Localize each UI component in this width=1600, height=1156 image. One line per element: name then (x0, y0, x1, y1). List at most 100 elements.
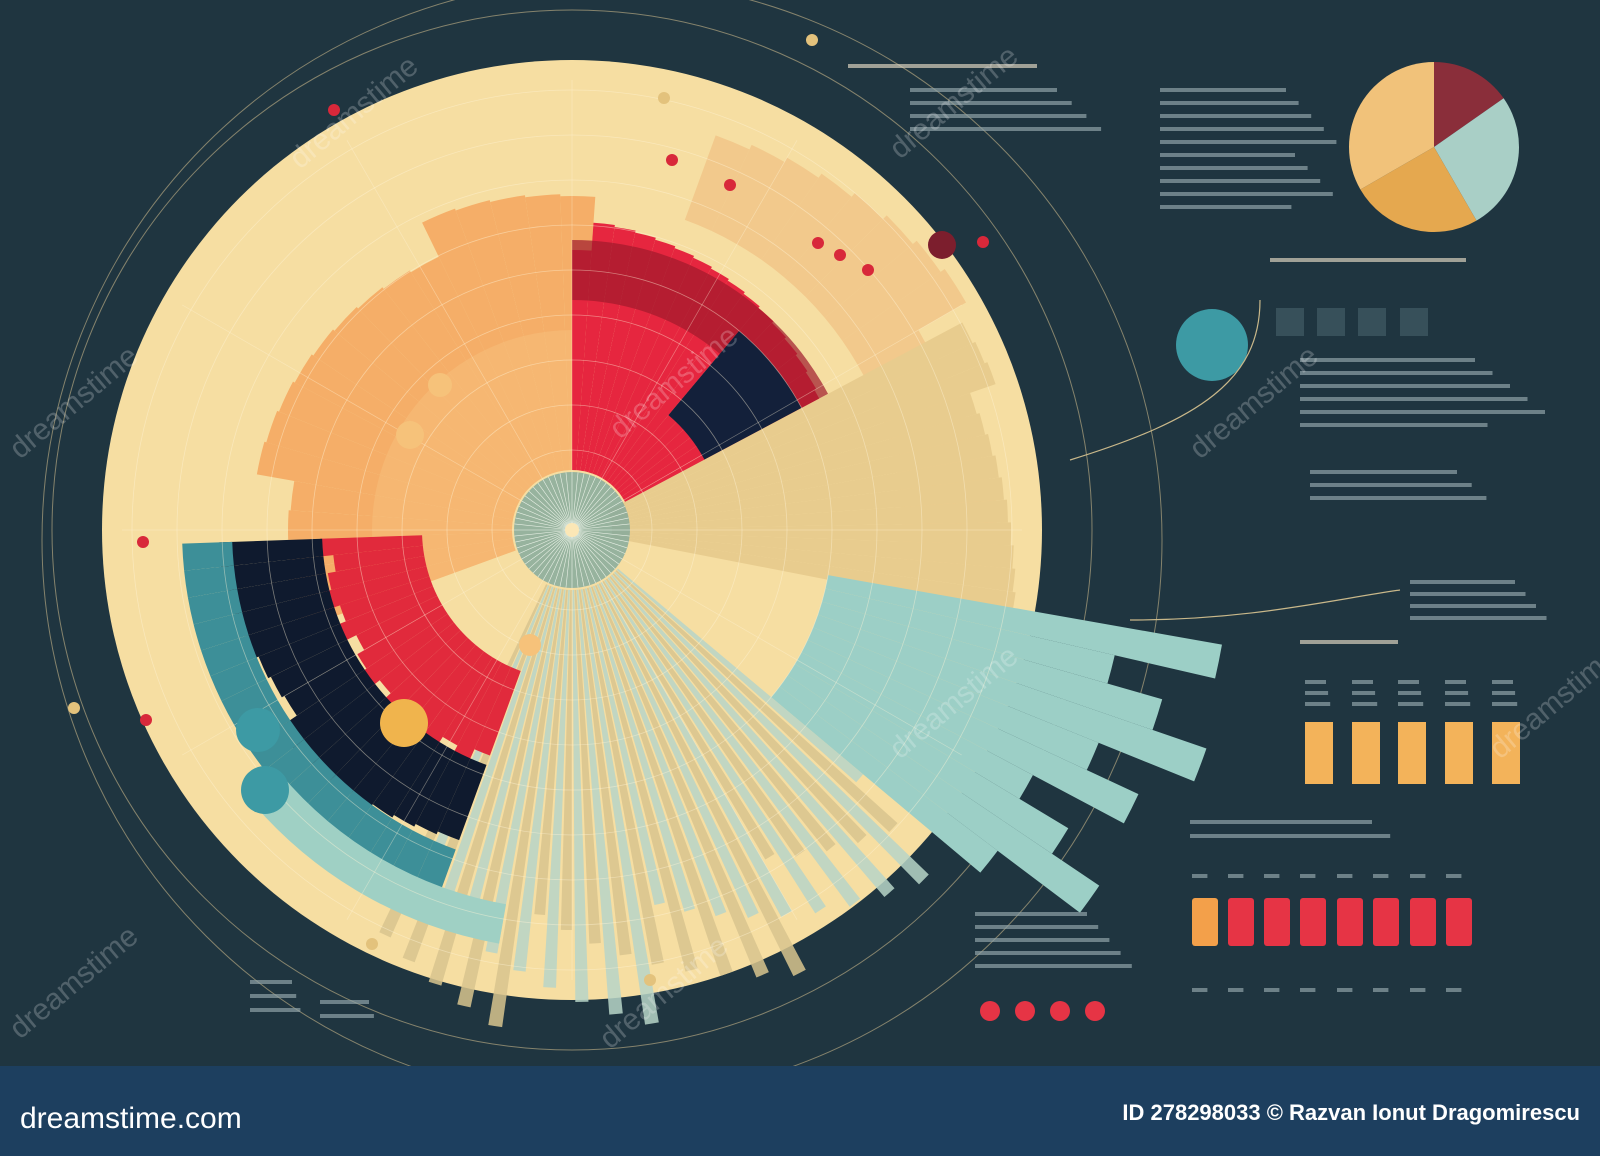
marker-dot (137, 536, 149, 548)
sector (590, 586, 733, 976)
text-placeholder (1337, 988, 1353, 992)
rosette-line (571, 473, 585, 531)
text-placeholder (1445, 691, 1469, 695)
pie-slice (1349, 62, 1434, 190)
rosette-line (571, 529, 629, 543)
bar (1300, 898, 1326, 946)
bar (1305, 722, 1333, 784)
text-placeholder (910, 101, 1072, 105)
pie-slice (1434, 98, 1519, 221)
text-placeholder (1192, 874, 1208, 878)
sector (596, 583, 759, 918)
rosette-line (528, 529, 573, 570)
rosette-line (571, 482, 607, 531)
rosette-line (571, 529, 596, 584)
rosette-line (553, 474, 573, 531)
text-placeholder (1190, 834, 1391, 838)
hub (565, 523, 579, 537)
rosette-line (542, 529, 573, 581)
rosette-line (571, 486, 612, 531)
sector (611, 455, 999, 526)
sector (210, 657, 267, 701)
text-placeholder (1160, 166, 1308, 170)
sector (201, 635, 257, 677)
sector (609, 575, 836, 852)
text-placeholder (975, 925, 1099, 929)
sector (607, 322, 973, 514)
text-placeholder (250, 980, 292, 984)
text-placeholder (320, 1014, 374, 1018)
sector (258, 623, 348, 679)
text-placeholder (1300, 410, 1545, 414)
sector (327, 556, 427, 590)
sector (437, 758, 487, 841)
grid-ring (176, 134, 968, 926)
sector (572, 589, 589, 1002)
text-placeholder (1228, 874, 1244, 878)
radial-graphic (41, 0, 1248, 1101)
marker-dot (834, 249, 846, 261)
bubble (428, 373, 452, 397)
text-placeholder (1300, 423, 1488, 427)
text-placeholder (1300, 358, 1475, 362)
sector (485, 588, 562, 954)
marker-dot (328, 104, 340, 116)
rosette-line (571, 529, 612, 574)
sector (393, 742, 455, 827)
sector (794, 652, 1033, 799)
rosette-line (571, 495, 620, 531)
rosette-line (571, 529, 585, 587)
text-placeholder (1190, 820, 1372, 824)
rosette-line (571, 506, 626, 531)
rosette-line (571, 479, 602, 531)
bar (1446, 898, 1472, 946)
red-dot (1085, 1001, 1105, 1021)
text-placeholder (1310, 496, 1487, 500)
rosette-line (518, 506, 573, 531)
rosette-line (571, 529, 620, 565)
sector (323, 566, 430, 610)
sector (534, 589, 568, 916)
sector (513, 589, 566, 972)
sector (313, 697, 399, 781)
pie-slice (1434, 62, 1504, 147)
sector (582, 588, 664, 965)
bar (1410, 898, 1436, 946)
text-placeholder (1398, 702, 1424, 706)
text-placeholder (1373, 988, 1389, 992)
text-placeholder (1300, 874, 1316, 878)
sector (598, 582, 806, 977)
rosette-line (571, 529, 616, 570)
marker-dot (140, 714, 152, 726)
bubble (1176, 309, 1248, 381)
grid-ring (266, 224, 878, 836)
text-placeholder (1300, 384, 1510, 388)
sector (572, 250, 592, 471)
text-placeholder (975, 912, 1087, 916)
text-placeholder (1410, 616, 1547, 620)
sector (611, 533, 1016, 592)
sector (187, 589, 243, 625)
text-placeholder (1160, 114, 1312, 118)
rosette-line (537, 529, 573, 578)
text-placeholder (1446, 988, 1462, 992)
rosette-line (571, 529, 628, 549)
sector (333, 545, 425, 572)
orbit (51, 9, 1093, 1051)
text-placeholder (910, 114, 1087, 118)
rosette-line (571, 500, 623, 531)
bar (1264, 898, 1290, 946)
sector (560, 589, 572, 930)
rosette-line (571, 523, 630, 531)
rosette-line (524, 495, 573, 531)
sector (270, 639, 356, 698)
sector (193, 612, 249, 651)
connector (1129, 589, 1401, 621)
text-placeholder (1337, 874, 1353, 878)
text-placeholder (1373, 874, 1389, 878)
text-placeholder (1492, 702, 1518, 706)
sector (608, 341, 985, 516)
text-placeholder (1160, 205, 1292, 209)
swatch (1400, 308, 1428, 336)
sector (372, 330, 572, 599)
